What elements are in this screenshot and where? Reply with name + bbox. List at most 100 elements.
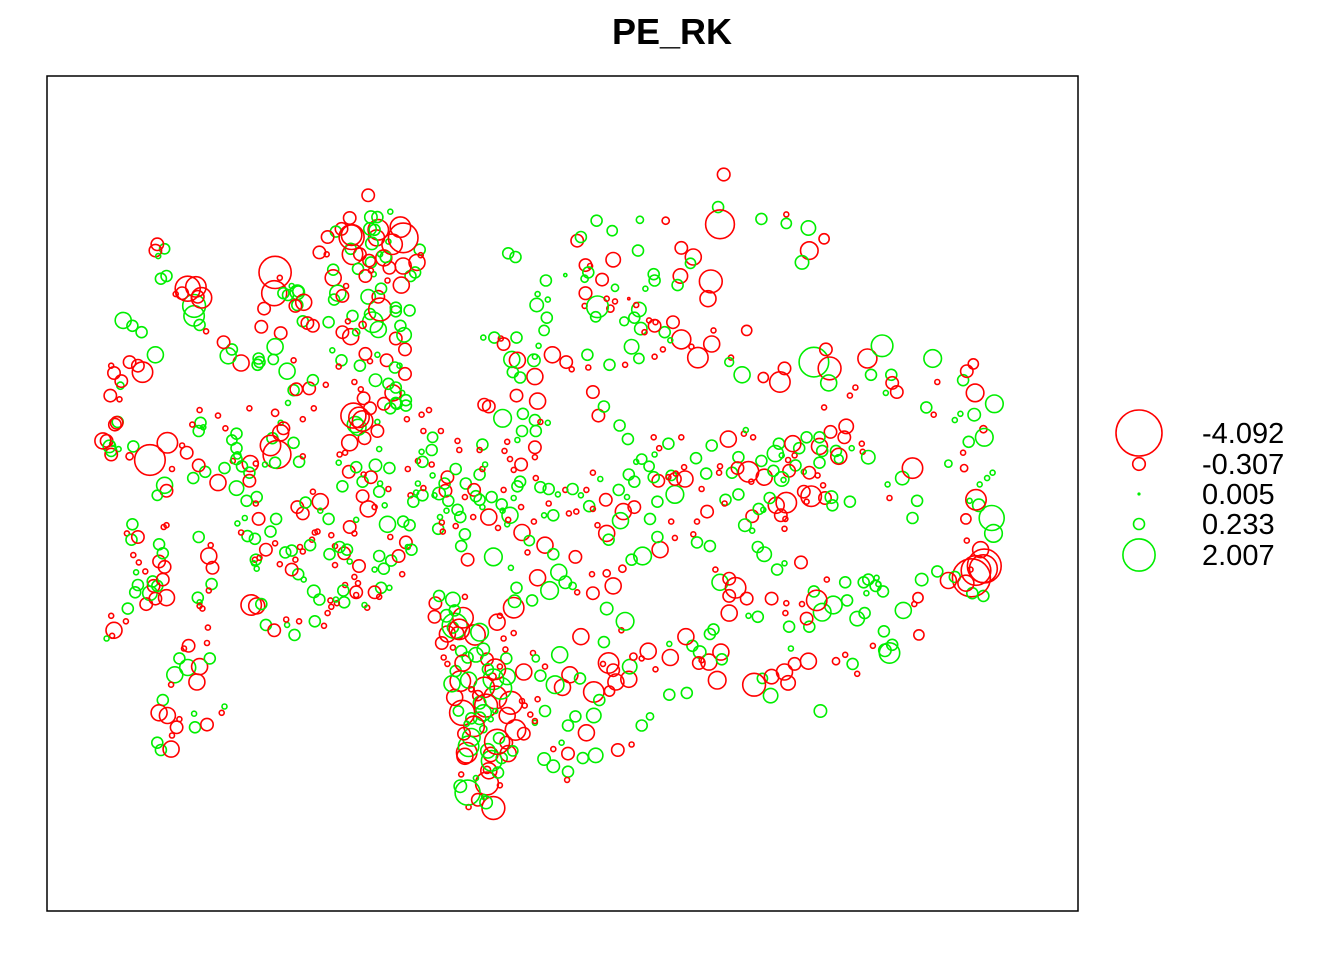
data-point bbox=[453, 510, 467, 524]
data-point bbox=[467, 482, 482, 497]
data-point bbox=[418, 448, 425, 456]
data-point bbox=[599, 601, 614, 616]
data-point bbox=[180, 645, 188, 652]
data-point bbox=[335, 459, 343, 467]
data-point bbox=[592, 693, 606, 707]
data-point bbox=[853, 670, 861, 678]
data-point bbox=[831, 656, 841, 666]
data-point bbox=[537, 751, 552, 766]
data-point bbox=[463, 720, 471, 728]
data-point bbox=[375, 445, 383, 453]
data-point bbox=[258, 255, 293, 290]
data-point bbox=[501, 247, 515, 260]
data-point bbox=[863, 589, 870, 597]
data-point bbox=[884, 481, 891, 488]
data-point bbox=[651, 495, 664, 509]
data-point bbox=[172, 290, 179, 298]
data-point bbox=[241, 514, 249, 522]
data-point bbox=[483, 728, 511, 756]
data-point bbox=[452, 705, 465, 717]
data-point bbox=[471, 689, 484, 702]
data-point bbox=[352, 516, 360, 524]
data-point bbox=[737, 518, 752, 533]
data-point bbox=[781, 525, 788, 533]
data-point bbox=[514, 457, 529, 472]
data-point bbox=[357, 385, 365, 393]
data-point bbox=[700, 504, 715, 519]
data-point bbox=[340, 433, 359, 452]
data-point bbox=[258, 542, 273, 557]
data-point bbox=[405, 543, 418, 557]
data-point bbox=[437, 427, 445, 435]
data-point bbox=[300, 316, 315, 331]
data-point bbox=[813, 430, 826, 444]
data-point bbox=[150, 703, 168, 722]
data-point bbox=[670, 329, 692, 350]
data-point bbox=[807, 585, 821, 598]
data-point bbox=[336, 479, 349, 493]
data-point bbox=[562, 272, 568, 278]
data-point bbox=[823, 595, 843, 615]
data-point bbox=[232, 450, 242, 460]
data-point bbox=[216, 335, 231, 350]
data-point bbox=[587, 747, 604, 764]
data-point bbox=[755, 454, 768, 468]
data-point bbox=[763, 668, 780, 685]
data-point bbox=[966, 497, 973, 505]
data-point bbox=[648, 274, 661, 287]
data-point bbox=[323, 547, 336, 561]
data-point bbox=[698, 269, 723, 294]
data-point bbox=[661, 216, 671, 226]
data-point bbox=[665, 484, 685, 505]
data-point bbox=[534, 480, 547, 494]
data-point bbox=[469, 513, 477, 521]
data-point bbox=[621, 432, 635, 446]
data-point bbox=[531, 453, 539, 461]
data-point bbox=[748, 527, 756, 535]
data-point bbox=[461, 593, 469, 601]
data-point bbox=[554, 491, 562, 498]
data-point bbox=[328, 284, 347, 303]
data-point bbox=[870, 334, 894, 358]
data-point bbox=[254, 319, 269, 334]
data-point bbox=[351, 573, 358, 581]
data-point bbox=[473, 493, 486, 507]
data-point bbox=[817, 490, 832, 505]
data-point bbox=[260, 279, 288, 307]
data-point bbox=[104, 447, 119, 462]
data-point bbox=[192, 424, 205, 438]
data-point bbox=[749, 433, 757, 441]
data-point bbox=[823, 424, 838, 439]
data-point bbox=[756, 546, 773, 563]
data-point bbox=[665, 640, 673, 648]
data-point bbox=[798, 346, 830, 378]
data-point bbox=[841, 651, 849, 659]
data-point bbox=[191, 458, 206, 473]
data-point bbox=[852, 384, 859, 391]
data-point bbox=[184, 275, 207, 298]
data-point bbox=[387, 222, 419, 254]
data-point bbox=[207, 541, 214, 549]
data-point bbox=[109, 415, 124, 430]
data-point bbox=[378, 515, 397, 534]
data-point bbox=[371, 289, 386, 304]
data-point bbox=[394, 319, 407, 333]
data-point bbox=[174, 275, 201, 303]
data-point bbox=[563, 776, 571, 784]
data-point bbox=[219, 346, 237, 365]
data-point bbox=[259, 434, 282, 457]
data-point bbox=[270, 408, 280, 418]
data-point bbox=[154, 272, 168, 286]
data-point bbox=[342, 282, 350, 290]
data-point bbox=[780, 217, 793, 230]
data-point bbox=[158, 706, 177, 725]
data-point bbox=[531, 654, 541, 663]
data-point bbox=[619, 670, 638, 689]
data-point bbox=[205, 560, 220, 575]
data-point bbox=[707, 670, 727, 690]
data-point bbox=[496, 781, 504, 789]
data-point bbox=[597, 400, 611, 413]
data-point bbox=[661, 648, 680, 667]
data-point bbox=[302, 381, 317, 396]
